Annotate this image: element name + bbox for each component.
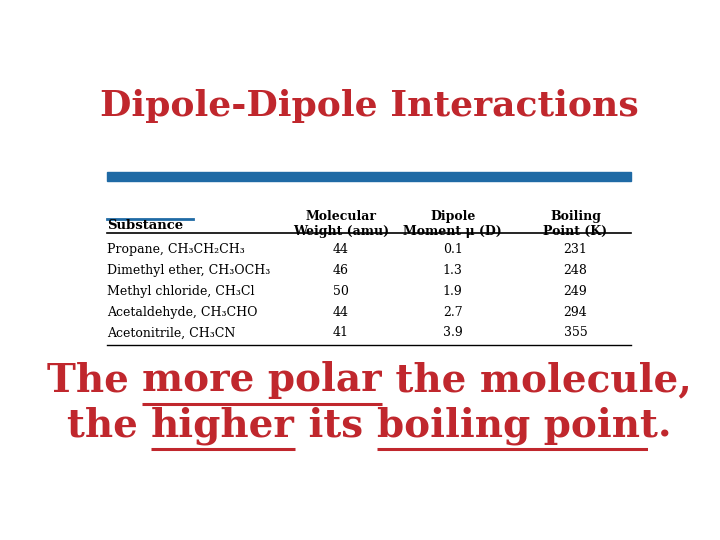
Text: Dipole
Moment μ (D): Dipole Moment μ (D) — [403, 210, 502, 238]
Text: Acetonitrile, CH₃CN: Acetonitrile, CH₃CN — [107, 327, 235, 340]
Text: 1.9: 1.9 — [443, 285, 462, 298]
Text: 44: 44 — [333, 306, 349, 319]
Text: boiling point: boiling point — [377, 407, 657, 446]
Text: 248: 248 — [564, 264, 588, 277]
Text: 44: 44 — [333, 244, 349, 256]
Text: the: the — [67, 407, 151, 445]
Text: Molecular
Weight (amu): Molecular Weight (amu) — [293, 210, 390, 238]
Text: 3.9: 3.9 — [443, 327, 462, 340]
Text: 50: 50 — [333, 285, 349, 298]
Text: more polar: more polar — [142, 361, 382, 399]
Text: higher: higher — [151, 407, 295, 446]
Text: 294: 294 — [564, 306, 588, 319]
Text: 46: 46 — [333, 264, 349, 277]
Text: Acetaldehyde, CH₃CHO: Acetaldehyde, CH₃CHO — [107, 306, 257, 319]
Text: 1.3: 1.3 — [443, 264, 463, 277]
Text: Propane, CH₃CH₂CH₃: Propane, CH₃CH₂CH₃ — [107, 244, 245, 256]
Text: Methyl chloride, CH₃Cl: Methyl chloride, CH₃Cl — [107, 285, 254, 298]
Text: .: . — [657, 407, 671, 445]
Text: Dimethyl ether, CH₃OCH₃: Dimethyl ether, CH₃OCH₃ — [107, 264, 270, 277]
Text: 231: 231 — [564, 244, 588, 256]
Text: Substance: Substance — [107, 219, 183, 232]
Text: its: its — [295, 407, 377, 445]
Text: 41: 41 — [333, 327, 349, 340]
Text: 2.7: 2.7 — [443, 306, 462, 319]
Text: The: The — [47, 361, 142, 399]
Text: Dipole-Dipole Interactions: Dipole-Dipole Interactions — [99, 90, 639, 123]
Text: 249: 249 — [564, 285, 588, 298]
Text: the molecule,: the molecule, — [382, 361, 691, 399]
Text: 355: 355 — [564, 327, 588, 340]
Text: 0.1: 0.1 — [443, 244, 463, 256]
Text: Boiling
Point (K): Boiling Point (K) — [544, 210, 608, 238]
Bar — [107, 172, 631, 181]
